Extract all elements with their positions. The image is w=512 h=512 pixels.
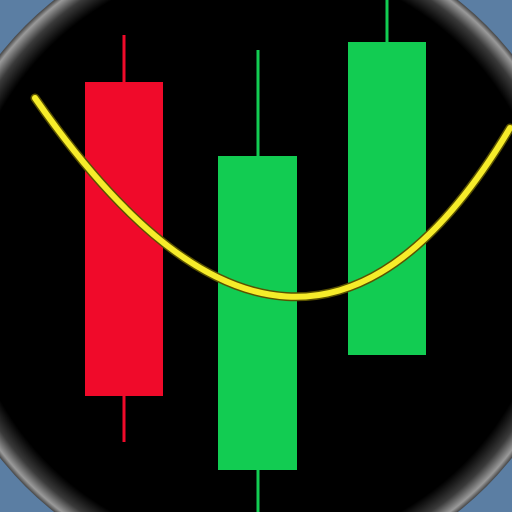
green-candle-body [218,156,297,470]
green-candle-body [348,42,426,355]
red-candle-body [85,82,163,396]
trend-curve [32,95,512,300]
